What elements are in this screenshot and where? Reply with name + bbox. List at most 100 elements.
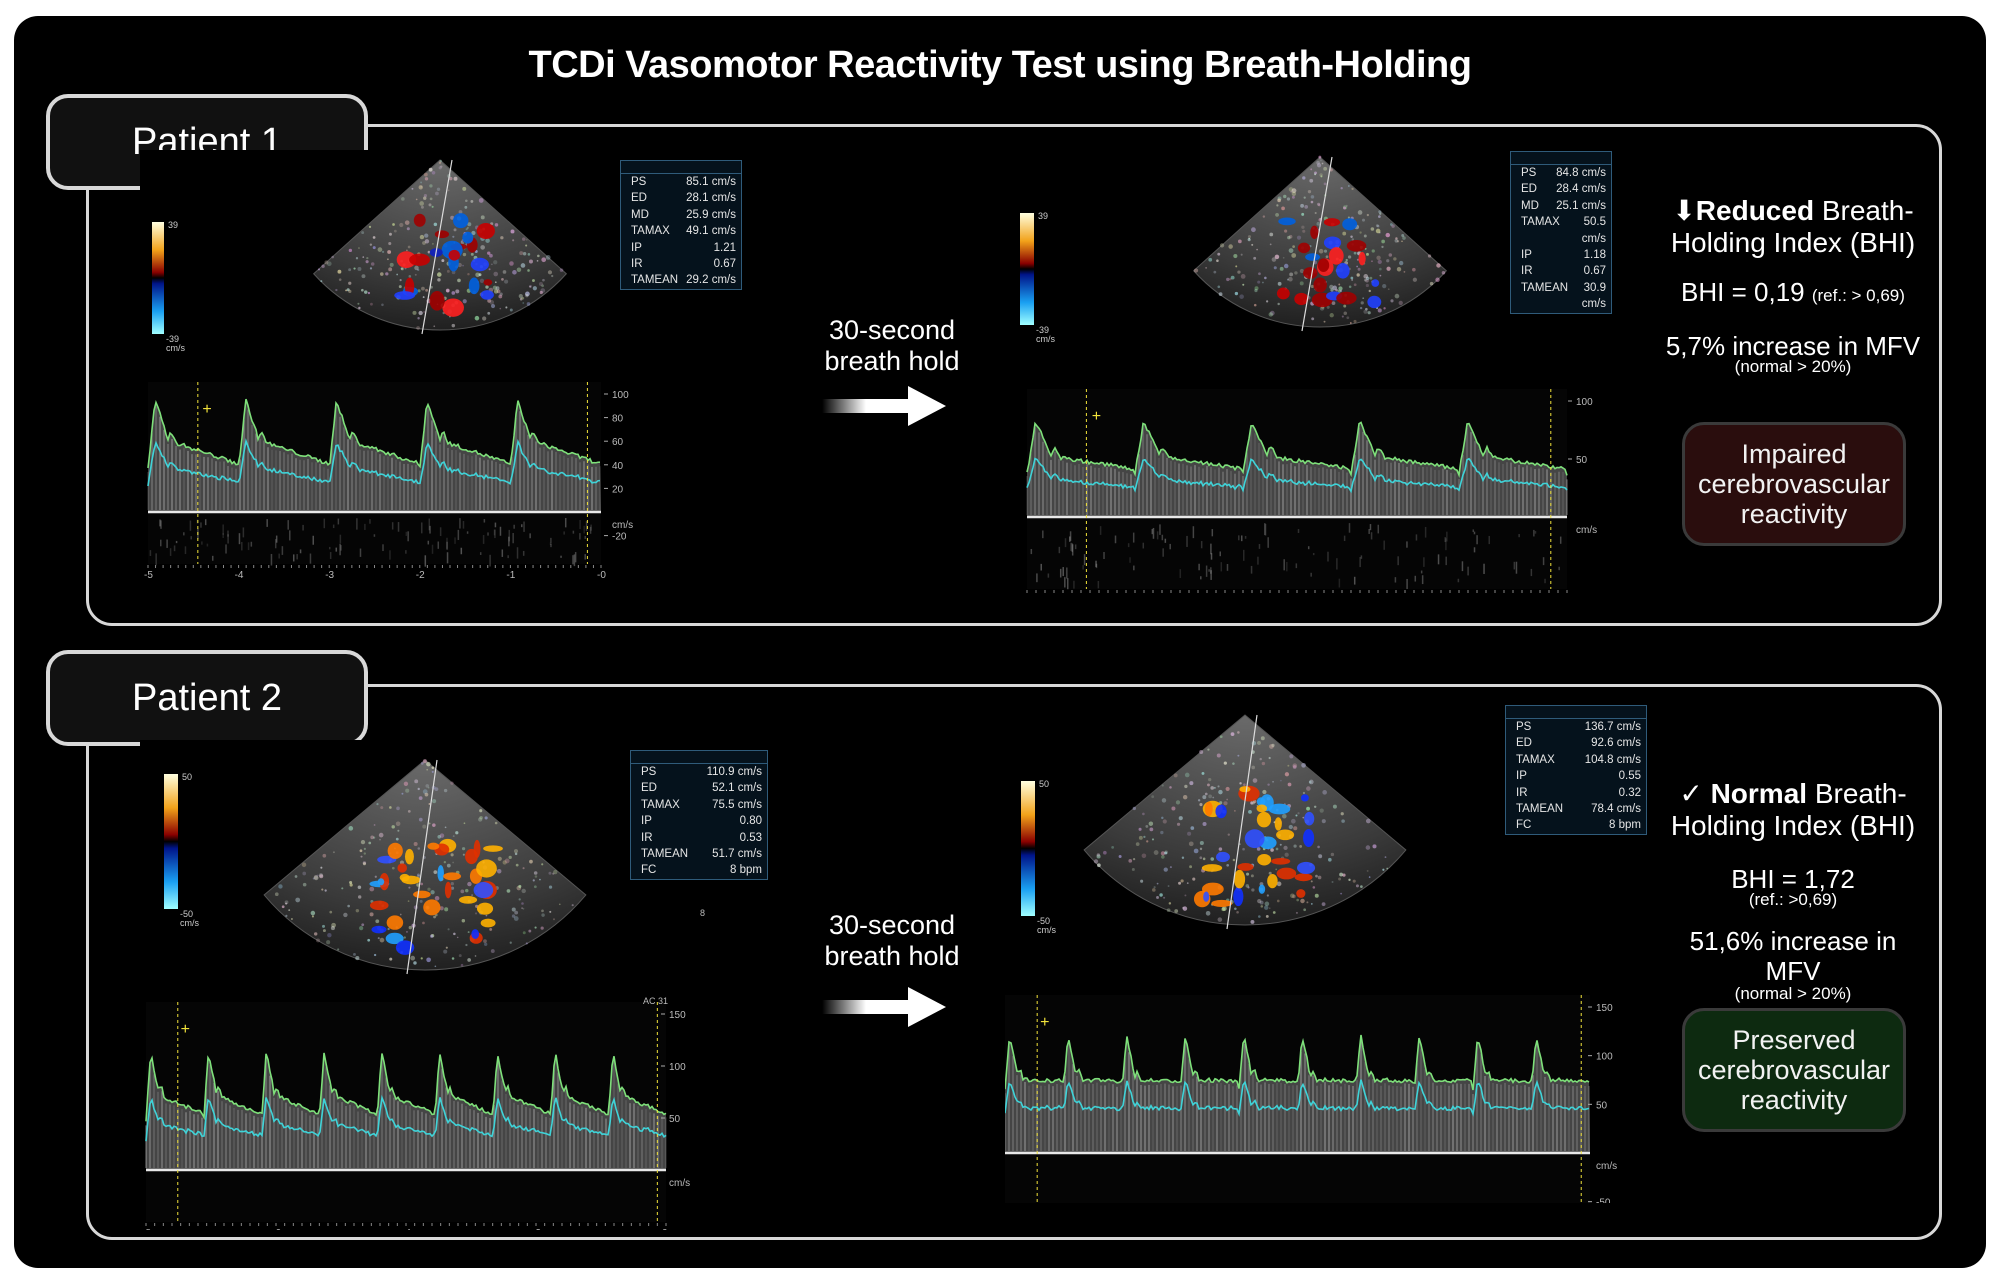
speckle [1247, 235, 1252, 239]
color-flow-blob [483, 845, 503, 852]
speckle [1184, 894, 1187, 897]
measurement-row: TAMEAN 51.7 cm/s [631, 846, 767, 862]
color-flow-blob [434, 230, 450, 239]
noise-streak [323, 518, 326, 529]
noise-streak [431, 544, 434, 554]
measurement-value: 136.7 cm/s [1584, 721, 1641, 733]
speckle [423, 172, 428, 177]
speckle [462, 853, 465, 856]
speckle [1239, 782, 1242, 785]
measurement-row: TAMAX 50.5 cm/s [1511, 214, 1611, 247]
patient-2-arrow-icon [822, 987, 946, 1027]
speckle [1189, 781, 1194, 786]
color-flow-blob [1371, 279, 1380, 287]
speckle [1347, 255, 1352, 259]
noise-streak [204, 519, 207, 526]
speckle [1184, 784, 1188, 789]
speckle [1330, 852, 1335, 857]
noise-streak [1042, 530, 1044, 539]
speckle [1175, 800, 1181, 805]
measurement-key: ED [631, 192, 647, 205]
speckle [1230, 275, 1235, 280]
speckle [1245, 884, 1250, 888]
noise-streak [1534, 530, 1537, 534]
speckle [1385, 232, 1391, 238]
noise-streak [1151, 529, 1154, 535]
color-flow-blob [1303, 829, 1315, 847]
bhi-value: BHI = 0,19 (ref.: > 0,69) [1681, 277, 1905, 307]
color-flow-blob [399, 873, 410, 882]
noise-streak [564, 518, 567, 528]
speckle [528, 929, 532, 933]
speckle [462, 299, 467, 304]
speckle [1321, 902, 1326, 907]
speckle [424, 792, 429, 797]
speckle [434, 787, 439, 792]
noise-streak [1423, 557, 1425, 567]
measurement-panel: PS 85.1 cm/s ED 28.1 cm/s MD 25.9 cm/s TAMAX 49… [620, 160, 742, 290]
speckle [362, 862, 366, 866]
speckle [1213, 270, 1217, 274]
noise-streak [459, 518, 461, 529]
speckle [1293, 826, 1298, 831]
measurement-value: 0.53 [739, 831, 762, 844]
speckle [423, 196, 427, 200]
speckle [1190, 826, 1195, 830]
color-flow-blob [1294, 873, 1313, 882]
noise-streak [211, 555, 214, 561]
color-flow-blob [468, 277, 480, 295]
ultrasound-sector [263, 759, 587, 971]
speckle [522, 931, 526, 935]
measurement-row: ED 52.1 cm/s [631, 780, 767, 796]
speckle [1267, 783, 1270, 786]
noise-streak [1295, 563, 1298, 569]
speckle [413, 961, 417, 965]
ac-label: AC 31 [643, 996, 668, 1006]
speckle [1205, 266, 1207, 269]
speckle [1250, 919, 1255, 924]
speckle [1435, 277, 1440, 283]
noise-streak [169, 548, 172, 556]
noise-streak [1210, 553, 1213, 560]
color-flow-blob [1303, 267, 1318, 279]
speckle [1376, 224, 1380, 228]
speckle [1217, 252, 1221, 256]
noise-streak [405, 531, 408, 536]
noise-streak [1338, 578, 1341, 588]
speckle [1096, 854, 1101, 859]
speckle [1314, 173, 1317, 176]
y-tick-label: 100 [612, 390, 629, 401]
colorbar-top-label: 39 [1038, 211, 1048, 221]
speckle [439, 159, 443, 163]
speckle [1349, 322, 1352, 324]
noise-streak [1238, 535, 1240, 541]
speckle [353, 267, 356, 270]
measurement-row: IR 0.67 [621, 256, 741, 272]
speckle [1189, 865, 1193, 869]
noise-streak [1297, 529, 1300, 533]
speckle [408, 925, 413, 930]
color-flow-blob [1323, 218, 1341, 227]
beam-line [406, 759, 438, 975]
speckle [1258, 272, 1261, 276]
noise-streak [1156, 531, 1159, 540]
speckle [437, 272, 442, 277]
speckle [288, 909, 291, 912]
check-icon: ✓ [1679, 778, 1703, 809]
noise-streak [1133, 565, 1135, 571]
speckle [360, 839, 366, 845]
velocity-colorbar [1021, 781, 1035, 916]
noise-streak [1071, 544, 1074, 556]
speckle [367, 291, 371, 295]
mfv-increase: 5,7% increase in MFV [1665, 331, 1921, 361]
speckle [359, 849, 363, 853]
noise-streak [1437, 554, 1440, 565]
speckle [420, 957, 423, 960]
x-tick-label: -4 [402, 1228, 411, 1230]
speckle [1287, 235, 1291, 240]
noise-streak [429, 525, 431, 534]
speckle [1193, 848, 1199, 854]
speckle [508, 855, 512, 860]
noise-streak [159, 519, 161, 527]
color-flow-blob [1267, 873, 1278, 889]
